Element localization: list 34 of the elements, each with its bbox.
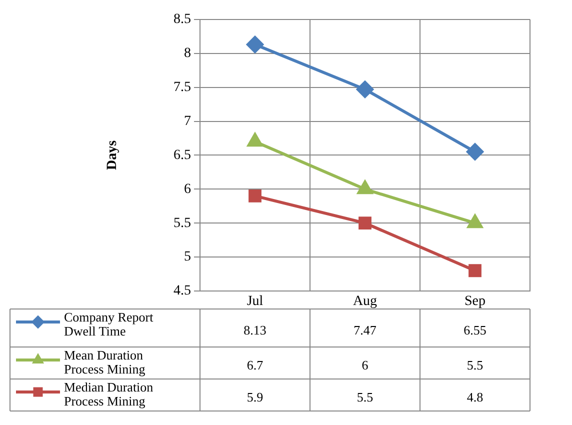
y-tick-label: 6.5 bbox=[174, 148, 191, 163]
data-label: 5.5 bbox=[356, 389, 374, 404]
point bbox=[468, 264, 482, 278]
y-tick-label: 4.5 bbox=[174, 284, 191, 299]
point bbox=[467, 214, 483, 228]
x-tick-label: Sep bbox=[464, 294, 486, 310]
y-tick-label: 8.5 bbox=[174, 12, 191, 28]
data-label: 5.9 bbox=[246, 389, 264, 404]
legend-label: Mean Duration Process Mining bbox=[64, 347, 146, 376]
point bbox=[248, 189, 262, 202]
x-tick-label: Aug bbox=[352, 294, 378, 310]
data-label: 6.55 bbox=[464, 322, 486, 338]
y-tick-label: 8 bbox=[184, 46, 191, 62]
x-tick-label: Jul bbox=[246, 294, 264, 310]
legend-label: Company Report Dwell Time bbox=[64, 309, 154, 338]
point bbox=[356, 80, 374, 98]
data-label: 6.7 bbox=[246, 357, 264, 372]
y-tick-label: 7 bbox=[184, 114, 191, 129]
y-axis-title: Days bbox=[105, 140, 120, 170]
data-label: 7.47 bbox=[354, 322, 377, 338]
y-tick-label: 6 bbox=[184, 182, 191, 197]
data-label: 8.13 bbox=[244, 322, 266, 338]
data-label: 4.8 bbox=[466, 389, 484, 404]
point bbox=[466, 143, 484, 160]
y-tick-label: 5 bbox=[184, 250, 191, 265]
y-tick-label: 5.5 bbox=[174, 216, 191, 231]
point bbox=[358, 216, 372, 230]
y-tick-label: 7.5 bbox=[174, 80, 191, 95]
legend-label: Median Duration Process Mining bbox=[64, 379, 154, 408]
point bbox=[357, 180, 373, 194]
point bbox=[247, 133, 263, 147]
data-label: 6 bbox=[362, 357, 369, 372]
data-label: 5.5 bbox=[466, 357, 484, 372]
point bbox=[246, 36, 264, 54]
